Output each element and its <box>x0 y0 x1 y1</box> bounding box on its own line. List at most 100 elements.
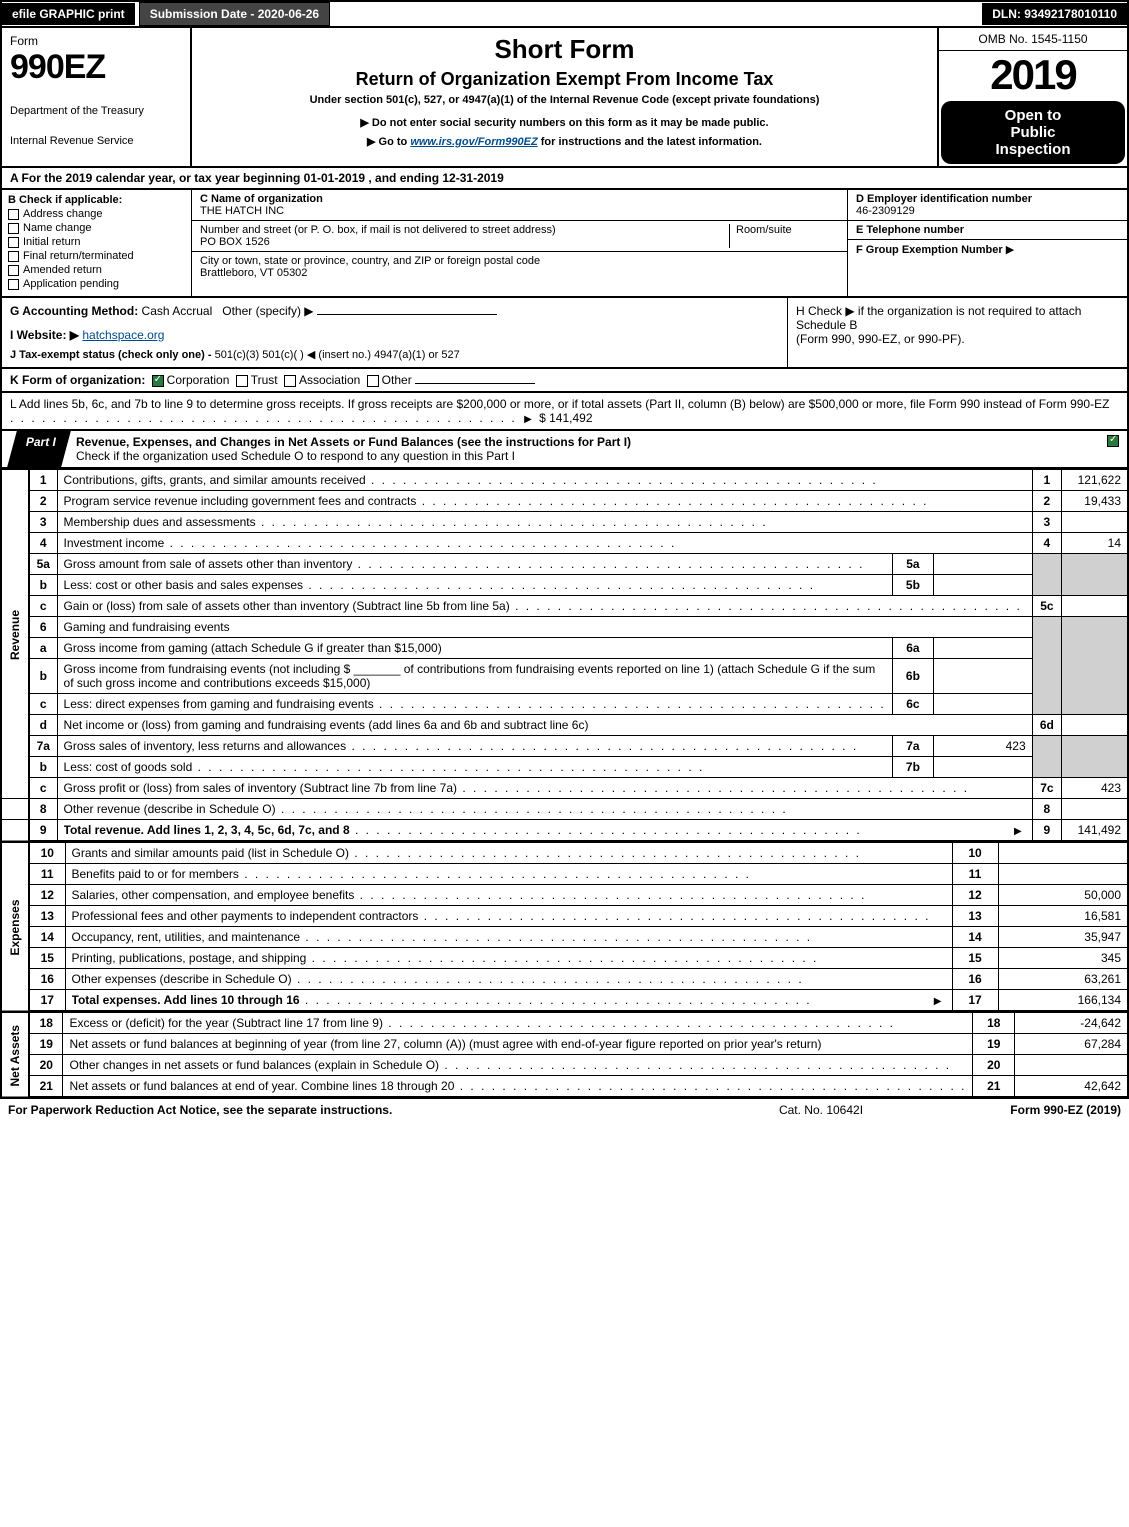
j-insert: ◀ (insert no.) <box>307 349 371 361</box>
org-name-label: C Name of organization <box>200 193 839 205</box>
line-desc-text: Less: direct expenses from gaming and fu… <box>64 697 886 711</box>
table-row: 12 Salaries, other compensation, and emp… <box>1 885 1128 906</box>
part1-schedule-o-check[interactable] <box>1099 431 1127 467</box>
section-f: F Group Exemption Number ▶ <box>848 240 1127 296</box>
table-row: 3 Membership dues and assessments 3 <box>1 512 1128 533</box>
chk-amended-return[interactable]: Amended return <box>8 264 185 276</box>
line-num: 4 <box>29 533 57 554</box>
line-num: c <box>29 778 57 799</box>
section-j: J Tax-exempt status (check only one) - 5… <box>10 348 779 361</box>
line-box: 7c <box>1032 778 1061 799</box>
line-desc-text: Investment income <box>64 536 1026 550</box>
netassets-side-label: Net Assets <box>1 1013 29 1098</box>
line-desc-text: Other revenue (describe in Schedule O) <box>64 802 1026 816</box>
line-box: 8 <box>1032 799 1061 820</box>
line-num: 8 <box>29 799 57 820</box>
section-e: E Telephone number <box>848 221 1127 240</box>
line-amt <box>1015 1055 1128 1076</box>
line-desc: Program service revenue including govern… <box>57 491 1032 512</box>
line-box: 15 <box>952 948 998 969</box>
top-bar: efile GRAPHIC print Submission Date - 20… <box>0 0 1129 28</box>
goto-prefix: ▶ Go to <box>367 136 410 148</box>
table-row: Expenses 10 Grants and similar amounts p… <box>1 843 1128 864</box>
line-num: 6 <box>29 617 57 638</box>
part1-subtitle-text: Check if the organization used Schedule … <box>76 449 515 463</box>
l-text: L Add lines 5b, 6c, and 7b to line 9 to … <box>10 397 1109 411</box>
org-name-row: C Name of organization THE HATCH INC <box>192 190 847 221</box>
line-desc: Gain or (loss) from sale of assets other… <box>57 596 1032 617</box>
checkbox-checked-icon[interactable] <box>152 375 164 387</box>
grey-cell <box>1032 617 1061 715</box>
open-line3: Inspection <box>945 141 1121 158</box>
subtitle-goto: ▶ Go to www.irs.gov/Form990EZ for instru… <box>202 135 927 148</box>
line-desc-text: Grants and similar amounts paid (list in… <box>72 846 946 860</box>
checkbox-icon[interactable] <box>284 375 296 387</box>
line-box: 21 <box>973 1076 1015 1098</box>
omb-number: OMB No. 1545-1150 <box>939 28 1127 51</box>
section-gh: G Accounting Method: Cash Accrual Other … <box>0 298 1129 369</box>
efile-print-label[interactable]: efile GRAPHIC print <box>2 3 135 25</box>
table-row: 14 Occupancy, rent, utilities, and maint… <box>1 927 1128 948</box>
line-desc: Total revenue. Add lines 1, 2, 3, 4, 5c,… <box>57 820 1032 842</box>
section-c: C Name of organization THE HATCH INC Num… <box>192 190 847 296</box>
dln-label: DLN: 93492178010110 <box>982 3 1127 25</box>
line-amt: 166,134 <box>998 990 1128 1012</box>
chk-name-change[interactable]: Name change <box>8 222 185 234</box>
table-row: 21 Net assets or fund balances at end of… <box>1 1076 1128 1098</box>
checkbox-icon[interactable] <box>236 375 248 387</box>
table-row: 6 Gaming and fundraising events <box>1 617 1128 638</box>
line-desc-text: Salaries, other compensation, and employ… <box>72 888 946 902</box>
l-amount: $ 141,492 <box>539 411 592 425</box>
line-desc: Less: cost or other basis and sales expe… <box>57 575 892 596</box>
spacer-cell <box>1 799 29 820</box>
form-header: Form 990EZ Department of the Treasury In… <box>0 28 1129 168</box>
expenses-table: Expenses 10 Grants and similar amounts p… <box>0 842 1129 1012</box>
line-num: d <box>29 715 57 736</box>
checkbox-checked-icon <box>1107 435 1119 447</box>
line-num: 20 <box>29 1055 63 1076</box>
table-row: 20 Other changes in net assets or fund b… <box>1 1055 1128 1076</box>
website-link[interactable]: hatchspace.org <box>82 328 164 342</box>
chk-final-return[interactable]: Final return/terminated <box>8 250 185 262</box>
section-i: I Website: ▶ hatchspace.org <box>10 328 779 342</box>
phone-label: E Telephone number <box>856 224 1119 236</box>
chk-application-pending[interactable]: Application pending <box>8 278 185 290</box>
group-exemption-label: F Group Exemption Number <box>856 244 1003 256</box>
subtitle-ssn-warning: ▶ Do not enter social security numbers o… <box>202 116 927 129</box>
form-word: Form <box>10 34 182 48</box>
line-desc-text: Other expenses (describe in Schedule O) <box>72 972 946 986</box>
mini-box: 6b <box>892 659 933 694</box>
k-other-blank[interactable] <box>415 383 535 384</box>
table-row: 17 Total expenses. Add lines 10 through … <box>1 990 1128 1012</box>
h-text3: (Form 990, 990-EZ, or 990-PF). <box>796 332 965 346</box>
line-num: 10 <box>29 843 65 864</box>
city-row: City or town, state or province, country… <box>192 252 847 282</box>
mini-amt: 423 <box>934 736 1033 757</box>
line-desc-text: Professional fees and other payments to … <box>72 909 946 923</box>
k-assoc: Association <box>299 373 360 387</box>
line-box: 18 <box>973 1013 1015 1034</box>
line-amt: -24,642 <box>1015 1013 1128 1034</box>
line-desc-text: Other changes in net assets or fund bala… <box>69 1058 966 1072</box>
irs-link[interactable]: www.irs.gov/Form990EZ <box>410 136 537 148</box>
table-row: c Gain or (loss) from sale of assets oth… <box>1 596 1128 617</box>
org-name-value: THE HATCH INC <box>200 205 839 217</box>
checkbox-icon[interactable] <box>367 375 379 387</box>
mini-box: 5b <box>892 575 933 596</box>
goto-suffix: for instructions and the latest informat… <box>538 136 762 148</box>
street-row: Number and street (or P. O. box, if mail… <box>192 221 847 252</box>
chk-initial-return[interactable]: Initial return <box>8 236 185 248</box>
g-other-blank[interactable] <box>317 314 497 315</box>
mini-box: 7a <box>892 736 933 757</box>
line-amt: 121,622 <box>1062 470 1128 491</box>
chk-address-change[interactable]: Address change <box>8 208 185 220</box>
arrow-icon <box>520 411 536 425</box>
grey-cell <box>1032 554 1061 596</box>
line-desc-text: Membership dues and assessments <box>64 515 1026 529</box>
revenue-table: Revenue 1 Contributions, gifts, grants, … <box>0 469 1129 842</box>
dot-leader <box>10 411 517 425</box>
line-num: a <box>29 638 57 659</box>
chk-label: Name change <box>23 222 92 234</box>
line-desc-text: Gain or (loss) from sale of assets other… <box>64 599 1026 613</box>
section-def: D Employer identification number 46-2309… <box>847 190 1127 296</box>
